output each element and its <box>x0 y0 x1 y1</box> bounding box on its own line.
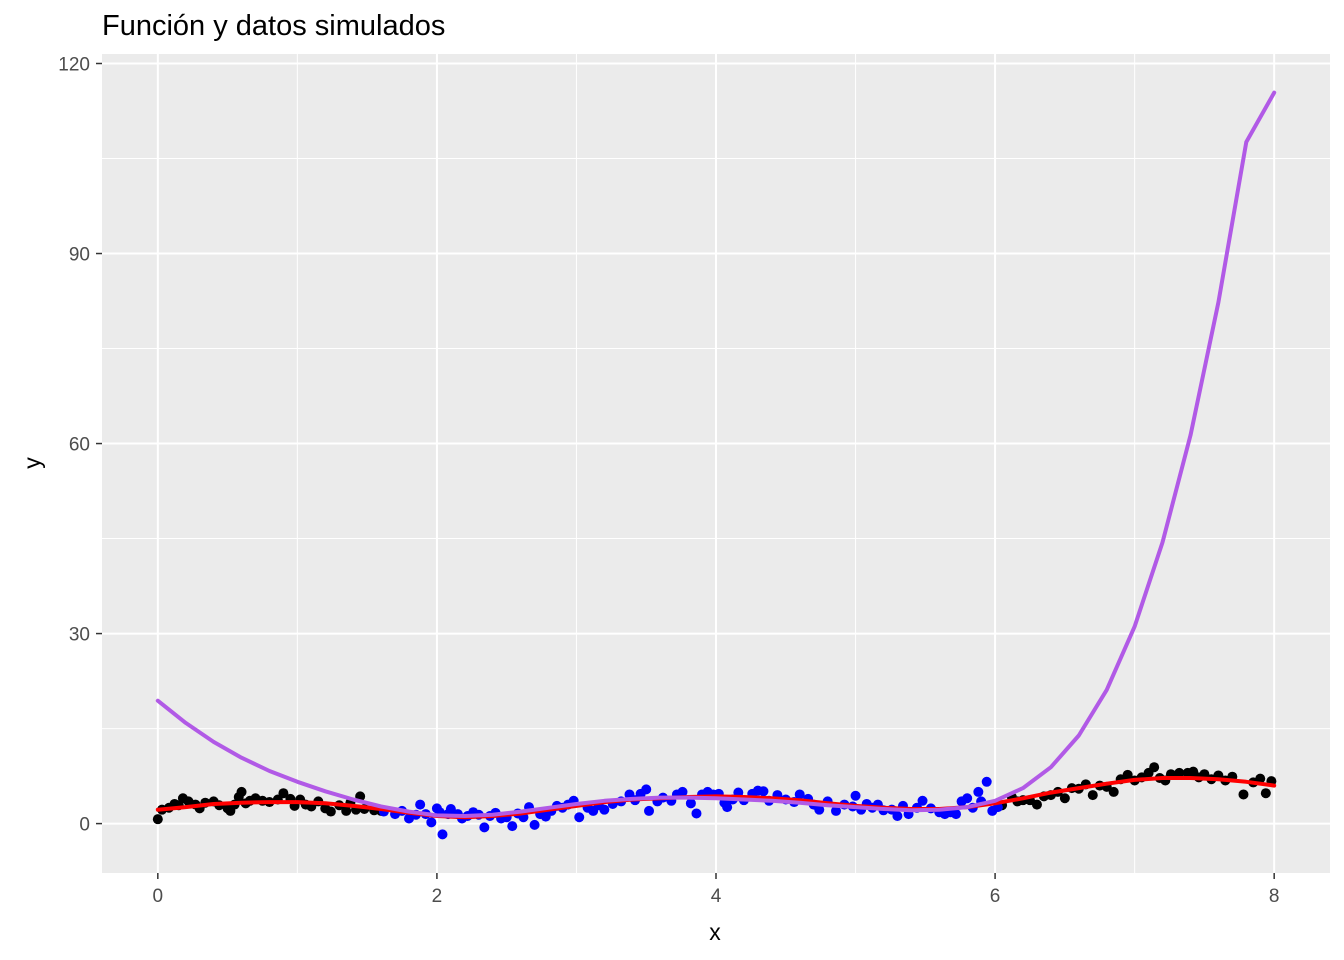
data-point <box>1238 789 1249 800</box>
x-tick-label: 2 <box>432 886 443 907</box>
data-point <box>641 784 652 795</box>
y-tick-label: 60 <box>69 435 90 456</box>
data-point <box>445 804 456 815</box>
data-point <box>236 786 247 797</box>
x-tick-label: 0 <box>153 886 164 907</box>
data-point <box>415 799 426 810</box>
data-point <box>426 817 437 828</box>
data-point <box>529 819 540 830</box>
data-point <box>758 786 769 797</box>
data-point <box>685 798 696 809</box>
data-point <box>1149 762 1160 773</box>
y-tick-label: 0 <box>79 815 90 836</box>
data-point <box>691 808 702 819</box>
x-tick-label: 8 <box>1269 886 1280 907</box>
y-tick-label: 120 <box>58 55 90 76</box>
data-point <box>981 776 992 787</box>
data-point <box>278 788 289 799</box>
data-point <box>1059 793 1070 804</box>
data-point <box>507 821 518 832</box>
data-point <box>951 809 962 820</box>
data-point <box>1087 790 1098 801</box>
data-point <box>850 790 861 801</box>
chart-title: Función y datos simulados <box>102 10 446 42</box>
data-point <box>1108 786 1119 797</box>
y-tick-label: 90 <box>69 245 90 266</box>
grid-lines <box>102 54 1330 873</box>
y-axis-title: y <box>19 457 45 469</box>
data-point <box>574 812 585 823</box>
data-point <box>599 804 610 815</box>
data-point <box>962 793 973 804</box>
data-point <box>917 795 928 806</box>
data-point <box>1031 799 1042 810</box>
data-point <box>341 805 352 816</box>
data-point <box>644 805 655 816</box>
data-point <box>814 804 825 815</box>
data-point <box>722 802 733 813</box>
x-tick-label: 6 <box>990 886 1001 907</box>
x-tick-label: 4 <box>711 886 722 907</box>
axis-ticks: 0 2 4 6 8 0 30 60 90 120 <box>58 55 1279 907</box>
data-point <box>1260 788 1271 799</box>
data-point <box>152 814 163 825</box>
data-point <box>479 822 490 833</box>
data-point <box>1174 767 1185 778</box>
x-axis-title: x <box>709 919 721 945</box>
y-tick-label: 30 <box>69 625 90 646</box>
data-point <box>677 786 688 797</box>
data-point <box>1255 773 1266 784</box>
data-point <box>1122 769 1133 780</box>
data-point <box>892 810 903 821</box>
data-point <box>831 805 842 816</box>
data-point <box>437 829 448 840</box>
data-point <box>794 789 805 800</box>
data-point <box>973 786 984 797</box>
series-layer <box>152 90 1277 840</box>
data-point <box>325 806 336 817</box>
series-line <box>155 90 1277 818</box>
